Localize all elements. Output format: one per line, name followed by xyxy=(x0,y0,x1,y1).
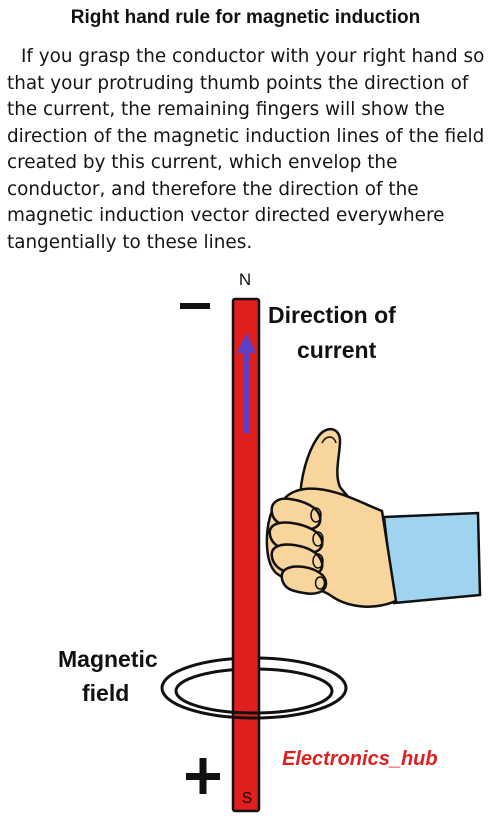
magnetic-field-label-line1: Magnetic xyxy=(58,646,158,672)
current-direction-label-line2: current xyxy=(297,337,377,363)
page-title: Right hand rule for magnetic induction xyxy=(70,7,421,28)
minus-sign xyxy=(180,303,210,309)
conductor-wire xyxy=(231,297,261,813)
right-hand-rule-diagram: N S Direction of current Magnetic field … xyxy=(58,270,482,813)
magnetic-field-label-line2: field xyxy=(82,680,129,706)
explanation-paragraph: If you grasp the conductor with your rig… xyxy=(7,46,485,253)
plus-sign xyxy=(186,758,220,794)
pole-south-label: S xyxy=(242,790,253,807)
right-hand-icon xyxy=(265,428,482,608)
current-direction-label-line1: Direction of xyxy=(268,302,396,328)
current-arrow xyxy=(237,333,256,433)
magnetic-field-loops-front xyxy=(160,687,348,720)
watermark-electronics-hub: Electronics_hub xyxy=(282,748,438,770)
pole-north-label: N xyxy=(239,270,251,289)
